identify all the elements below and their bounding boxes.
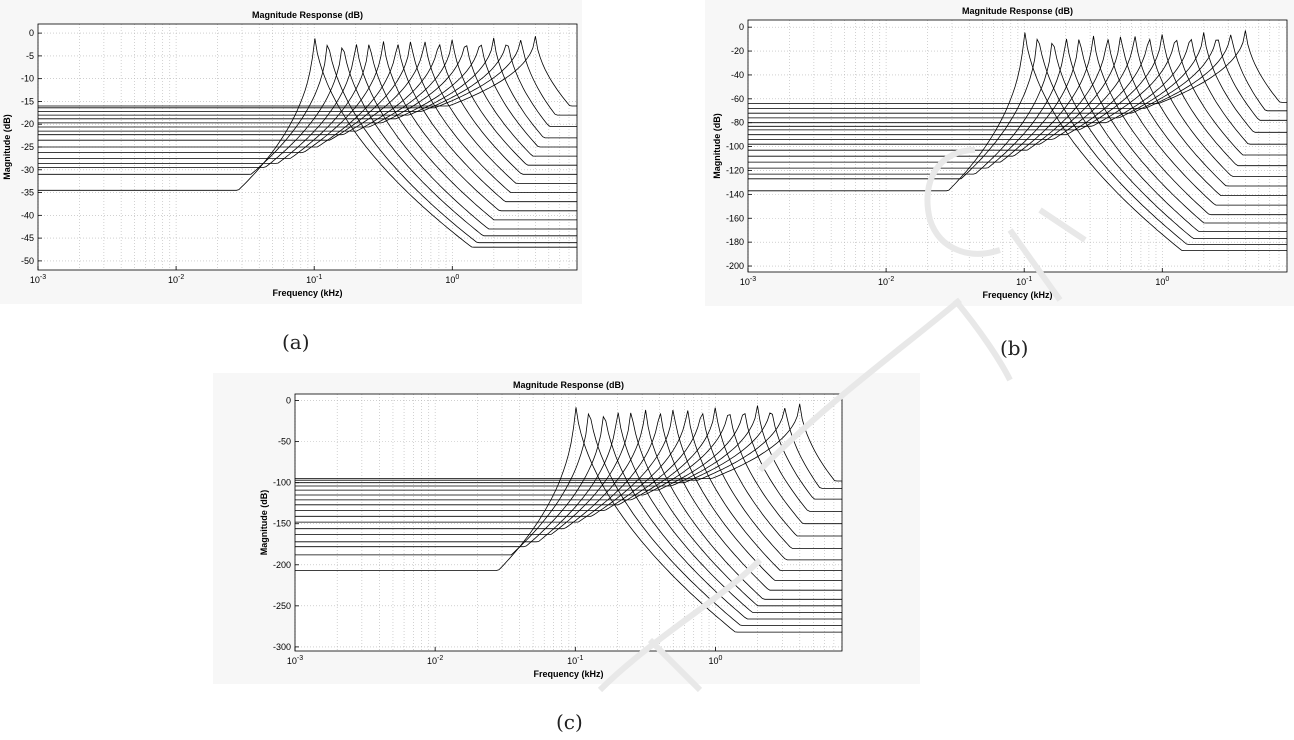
y-tick-label: 0 xyxy=(286,396,291,406)
chart-panel-c: 0 -50 -100 -150 -200 -250 -300 10-3 10-2 10-1 100 M… xyxy=(213,373,920,684)
series-line-7 xyxy=(38,44,577,203)
y-tick-label: -50 xyxy=(278,437,291,447)
y-tick-label: -45 xyxy=(21,233,34,243)
y-tick-label: -60 xyxy=(731,94,744,104)
caption-a: (a) xyxy=(282,330,310,354)
x-tick-label: 100 xyxy=(708,655,722,666)
y-tick-label: -40 xyxy=(21,210,34,220)
chart-title: Magnitude Response (dB) xyxy=(513,380,624,390)
y-tick-label: -100 xyxy=(273,478,291,488)
x-tick-label: 10-2 xyxy=(427,655,443,666)
y-tick-label: 0 xyxy=(29,28,34,38)
series-line-5 xyxy=(38,44,577,221)
y-axis-label: Magnitude (dB) xyxy=(712,113,722,179)
grid xyxy=(747,20,1288,272)
y-tick-label: -50 xyxy=(21,256,34,266)
series-line-4 xyxy=(38,44,577,230)
series-line-8 xyxy=(38,41,577,193)
series-line-15 xyxy=(748,39,1287,121)
y-tick-label: -20 xyxy=(731,46,744,56)
x-axis-label: Frequency (kHz) xyxy=(533,669,603,679)
x-tick-label: 10-1 xyxy=(306,274,322,285)
x-tick-label: 10-3 xyxy=(30,274,46,285)
plot-area xyxy=(748,20,1287,272)
caption-c: (c) xyxy=(556,710,583,734)
series-line-15 xyxy=(38,44,577,127)
y-tick-label: -140 xyxy=(726,189,744,199)
y-tick-label: -150 xyxy=(273,519,291,529)
x-tick-label: 10-3 xyxy=(287,655,303,666)
series-line-16 xyxy=(38,39,577,116)
y-tick-label: -80 xyxy=(731,118,744,128)
y-tick-label: 0 xyxy=(739,22,744,32)
chart-svg-c: 0 -50 -100 -150 -200 -250 -300 10-3 10-2 10-1 100 M… xyxy=(259,380,843,679)
series-group xyxy=(38,36,577,248)
y-tick-label: -100 xyxy=(726,142,744,152)
series-line-10 xyxy=(38,43,577,175)
y-tick-label: -300 xyxy=(273,642,291,652)
y-tick-label: -250 xyxy=(273,601,291,611)
series-line-11 xyxy=(38,39,577,166)
x-axis-label: Frequency (kHz) xyxy=(272,288,342,298)
series-line-9 xyxy=(38,41,577,184)
series-line-13 xyxy=(38,44,577,148)
series-line-12 xyxy=(38,45,577,157)
series-line-16 xyxy=(748,34,1287,112)
x-tick-label: 100 xyxy=(1155,276,1169,287)
caption-b: (b) xyxy=(1000,336,1029,360)
y-tick-label: -25 xyxy=(21,142,34,152)
y-tick-label: -15 xyxy=(21,96,34,106)
y-axis-label: Magnitude (dB) xyxy=(259,490,269,556)
chart-panel-b: 0 -20 -40 -60 -80 -100 -120 -140 -160 -180 -200 10-… xyxy=(705,0,1294,306)
series-line-1 xyxy=(38,38,577,248)
series-line-8 xyxy=(748,36,1287,196)
series-line-6 xyxy=(38,41,577,212)
series-line-14 xyxy=(38,37,577,139)
chart-svg-b: 0 -20 -40 -60 -80 -100 -120 -140 -160 -180 -200 10-… xyxy=(712,6,1288,300)
y-tick-label: -40 xyxy=(731,70,744,80)
x-tick-label: 10-1 xyxy=(567,655,583,666)
series-line-17 xyxy=(748,30,1287,104)
x-tick-label: 10-2 xyxy=(878,276,894,287)
series-line-14 xyxy=(748,32,1287,133)
series-line-17 xyxy=(38,36,577,107)
chart-svg-a: 0 -5 -10 -15 -20 -25 -30 -35 -40 -45 -50 10-3 10-2 10… xyxy=(2,10,578,298)
chart-title: Magnitude Response (dB) xyxy=(252,10,363,20)
y-tick-label: -10 xyxy=(21,74,34,84)
chart-panel-a: 0 -5 -10 -15 -20 -25 -30 -35 -40 -45 -50 10-3 10-2 10… xyxy=(0,0,582,304)
series-line-9 xyxy=(748,36,1287,187)
x-tick-label: 10-3 xyxy=(740,276,756,287)
x-axis-label: Frequency (kHz) xyxy=(982,290,1052,300)
chart-title: Magnitude Response (dB) xyxy=(962,6,1073,16)
series-line-2 xyxy=(38,44,577,244)
y-tick-label: -200 xyxy=(273,560,291,570)
y-tick-label: -120 xyxy=(726,165,744,175)
y-tick-label: -35 xyxy=(21,188,34,198)
x-tick-label: 10-2 xyxy=(168,274,184,285)
series-line-10 xyxy=(748,38,1287,177)
y-tick-label: -160 xyxy=(726,213,744,223)
x-tick-label: 10-1 xyxy=(1016,276,1032,287)
x-tick-label: 100 xyxy=(445,274,459,285)
y-tick-label: -200 xyxy=(726,261,744,271)
series-line-11 xyxy=(748,34,1287,167)
series-line-13 xyxy=(748,38,1287,145)
y-tick-label: -20 xyxy=(21,119,34,129)
y-tick-label: -180 xyxy=(726,237,744,247)
y-axis-label: Magnitude (dB) xyxy=(2,114,12,180)
y-tick-label: -30 xyxy=(21,165,34,175)
series-line-12 xyxy=(748,39,1287,156)
y-tick-label: -5 xyxy=(26,51,34,61)
